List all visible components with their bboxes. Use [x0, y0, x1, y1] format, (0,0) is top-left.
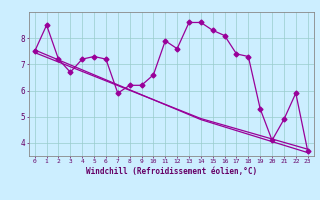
X-axis label: Windchill (Refroidissement éolien,°C): Windchill (Refroidissement éolien,°C) [86, 167, 257, 176]
